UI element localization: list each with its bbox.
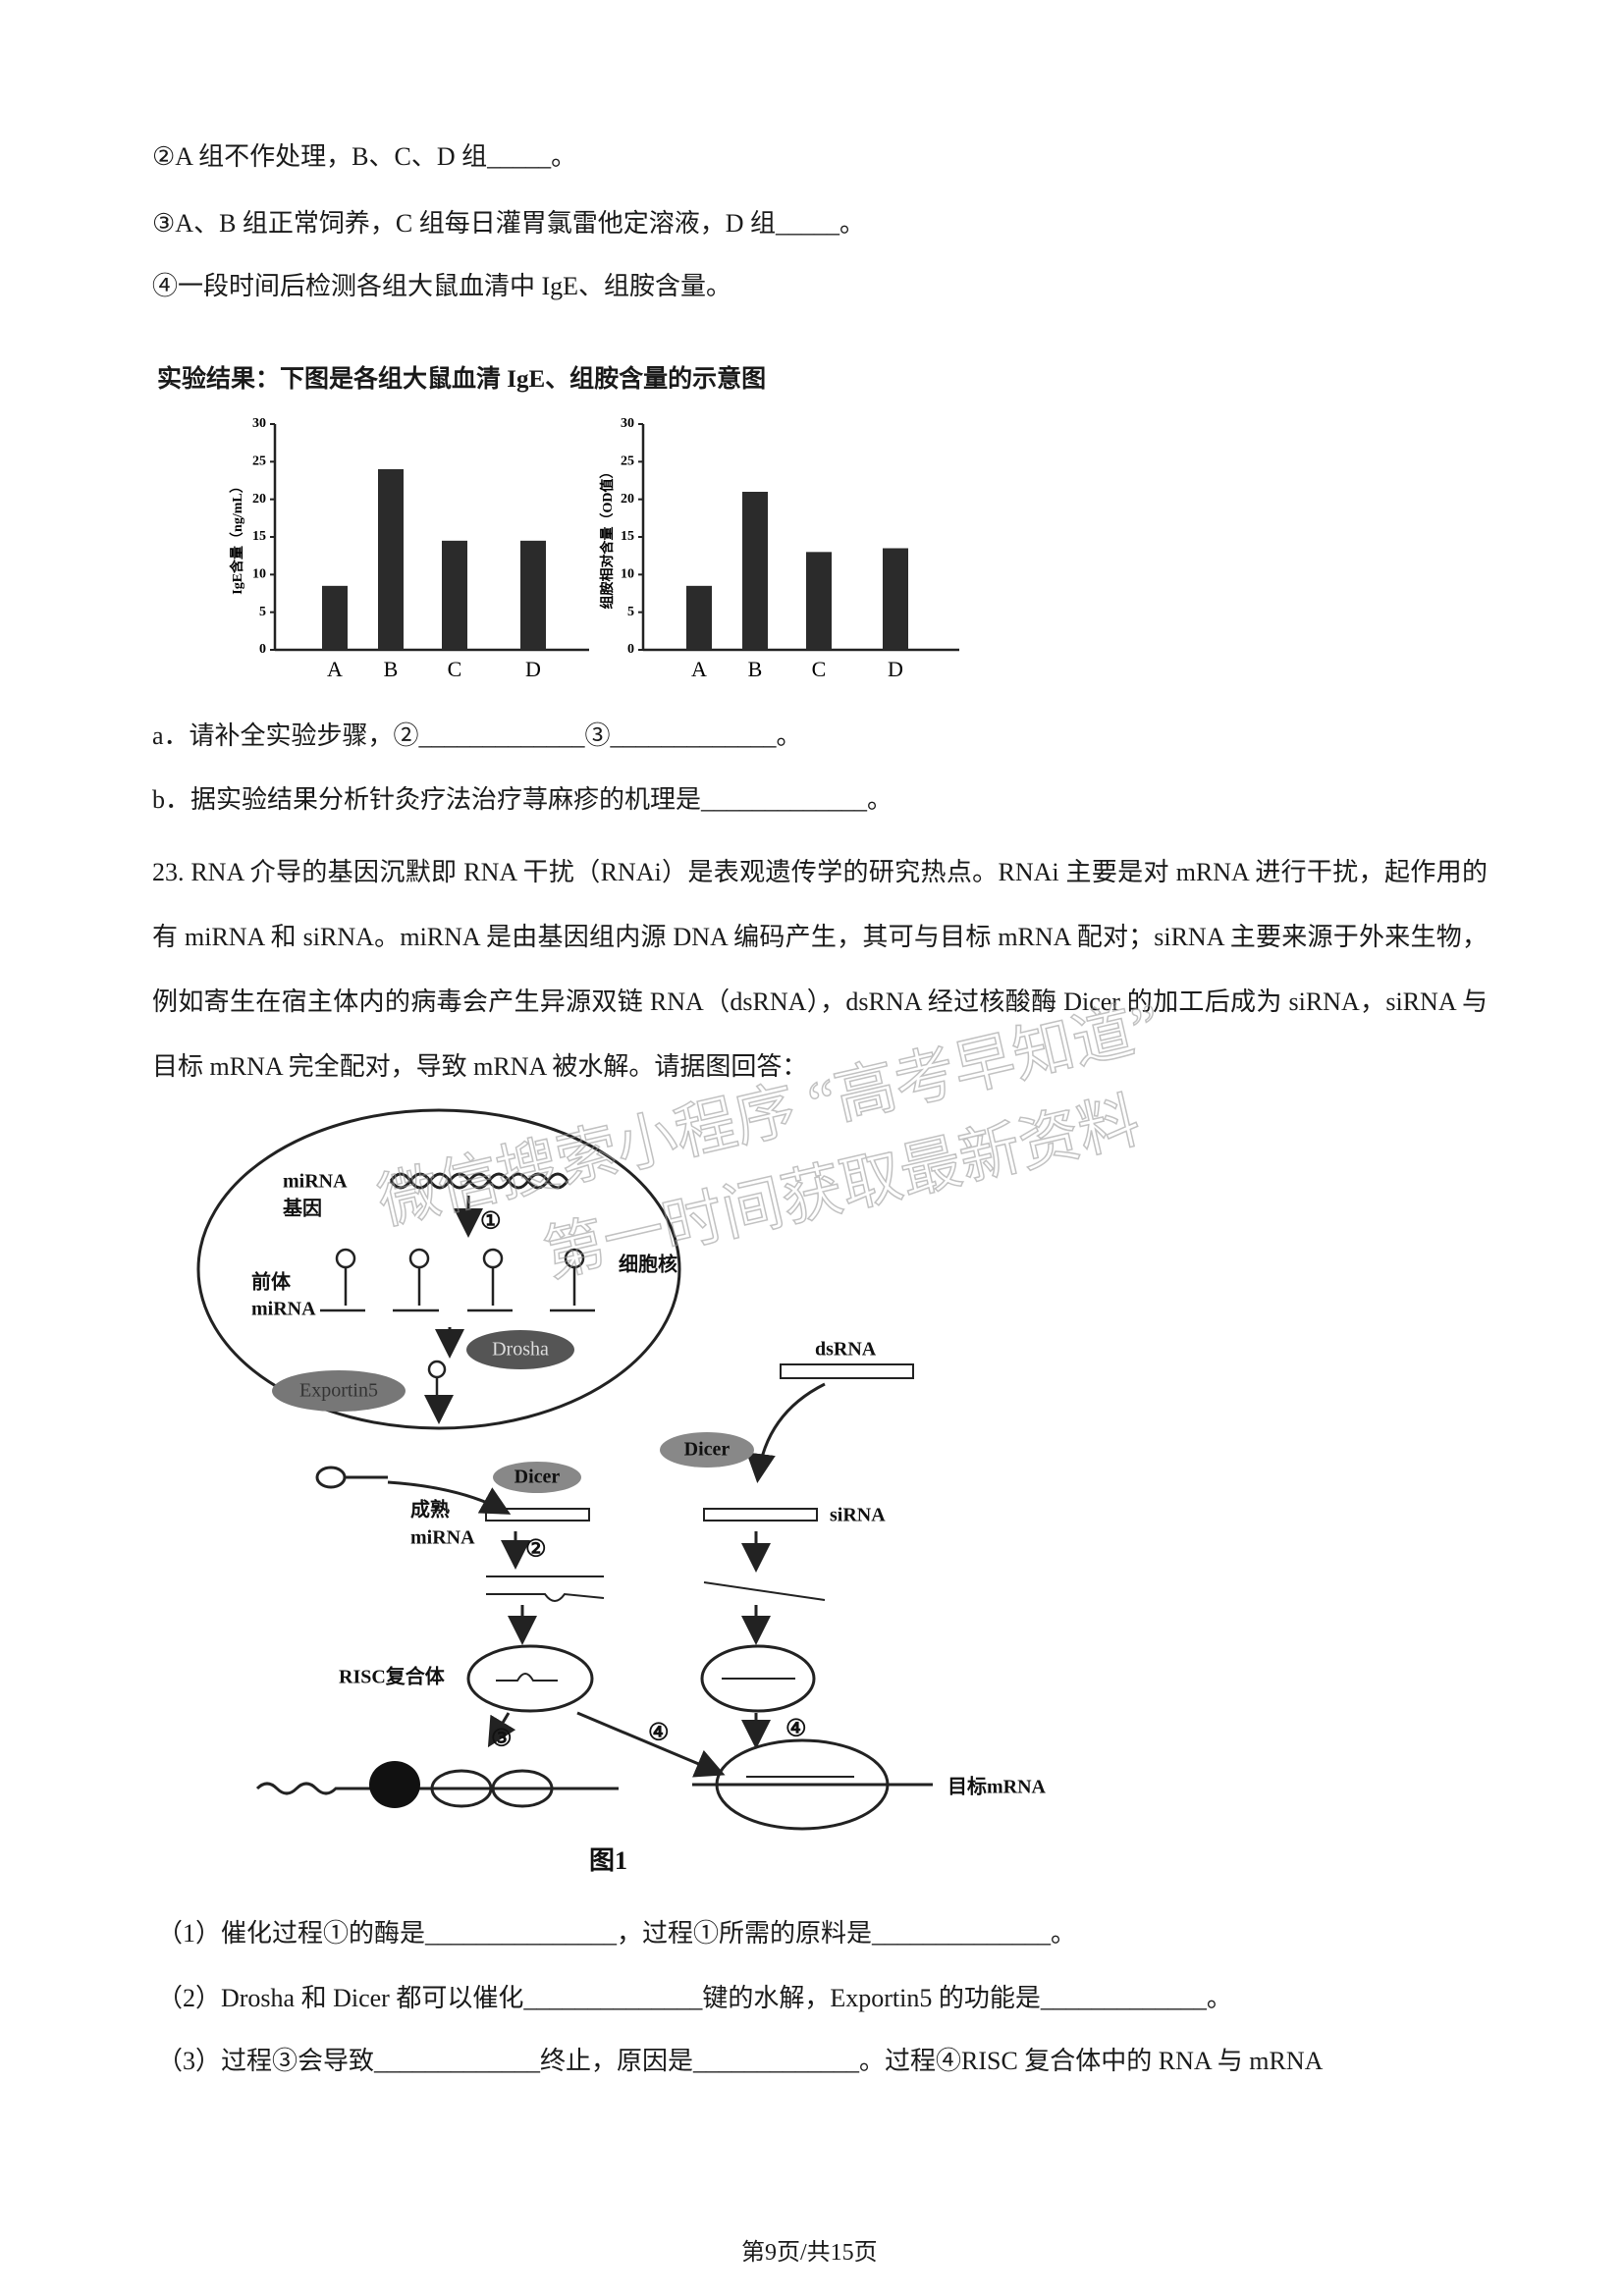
bar [883, 548, 908, 650]
charts: 0 5 10 15 20 25 30 IgE含量（ng/mL） A B C D 0 5 10 15 20 25 30… [229, 416, 959, 681]
x-tick-label: A [691, 657, 707, 681]
label: ② [525, 1537, 547, 1563]
label: miRNA [251, 1299, 316, 1320]
label: ④ [785, 1717, 807, 1742]
bar [520, 540, 546, 650]
label: dsRNA [815, 1339, 877, 1361]
y-tick-label: 5 [259, 605, 266, 619]
question-text: 23. RNA 介导的基因沉默即 RNA 干扰（RNAi）是表观遗传学的研究热点… [152, 858, 1488, 1081]
bar [806, 552, 832, 650]
y-tick-label: 10 [621, 567, 634, 582]
y-tick-label: 20 [621, 492, 634, 507]
y-tick-label: 10 [252, 567, 266, 582]
caption: 图1 [589, 1846, 627, 1875]
label: ④ [648, 1721, 670, 1746]
label: miRNA [283, 1171, 348, 1193]
label: 前体 [251, 1270, 292, 1294]
label: Exportin5 [299, 1380, 378, 1402]
bar [742, 492, 768, 650]
question-line: （2）Drosha 和 Dicer 都可以催化______________键的水… [157, 1984, 1232, 2012]
step-line: ②A 组不作处理，B、C、D 组_____。 [152, 142, 577, 171]
label: Drosha [492, 1339, 549, 1361]
question-line: （1）催化过程①的酶是_______________，过程①所需的原料是____… [157, 1919, 1077, 1948]
exportin-shape [272, 1370, 406, 1412]
y-tick-label: 30 [252, 416, 266, 431]
bar [686, 585, 712, 650]
label: ① [480, 1209, 502, 1235]
y-axis-label: 组胺相对含量（OD值） [599, 465, 616, 610]
drosha-shape [466, 1330, 574, 1369]
y-tick-label: 0 [259, 642, 266, 657]
x-tick-label: D [525, 657, 541, 681]
figure-title: 实验结果：下图是各组大鼠血清 IgE、组胺含量的示意图 [157, 366, 767, 393]
label: RISC复合体 [339, 1665, 446, 1688]
y-tick-label: 25 [252, 454, 266, 469]
x-tick-label: B [748, 657, 763, 681]
y-tick-label: 25 [621, 454, 634, 469]
dicer-shape [660, 1432, 754, 1468]
dicer-shape [493, 1462, 581, 1493]
y-tick-label: 30 [621, 416, 634, 431]
diagram-shapes [196, 1108, 933, 1831]
y-tick-label: 20 [252, 492, 266, 507]
bar [442, 540, 467, 650]
ribosome [369, 1761, 420, 1808]
label: 细胞核 [619, 1253, 677, 1276]
label: Dicer [684, 1439, 731, 1461]
label: miRNA [410, 1527, 475, 1549]
label: ③ [491, 1727, 513, 1752]
y-tick-label: 5 [627, 605, 634, 619]
label: Dicer [514, 1467, 561, 1488]
watermark: 第一时间获取最新资料 [538, 1088, 1146, 1290]
x-tick-label: A [327, 657, 343, 681]
sub-question: a．请补全实验步骤，②_____________③_____________。 [152, 721, 802, 750]
bar [322, 585, 348, 650]
label: siRNA [830, 1505, 886, 1526]
label: 目标mRNA [947, 1776, 1047, 1798]
y-tick-label: 15 [252, 529, 266, 544]
step-line: ③A、B 组正常饲养，C 组每日灌胃氯雷他定溶液，D 组_____。 [152, 209, 866, 238]
y-tick-label: 0 [627, 642, 634, 657]
x-tick-label: D [888, 657, 903, 681]
bar [378, 469, 404, 650]
sub-question: b．据实验结果分析针灸疗法治疗荨麻疹的机理是_____________。 [152, 785, 893, 814]
y-tick-label: 15 [621, 529, 634, 544]
x-tick-label: B [384, 657, 399, 681]
x-tick-label: C [448, 657, 462, 681]
question-line: （3）过程③会导致_____________终止，原因是____________… [157, 2047, 1324, 2075]
x-tick-label: C [812, 657, 827, 681]
footer: 第9页/共15页 [741, 2240, 878, 2266]
step-line: ④一段时间后检测各组大鼠血清中 IgE、组胺含量。 [152, 272, 732, 300]
y-axis-label: IgE含量（ng/mL） [229, 479, 245, 594]
label: 基因 [283, 1198, 322, 1220]
label: 成熟 [410, 1498, 450, 1522]
